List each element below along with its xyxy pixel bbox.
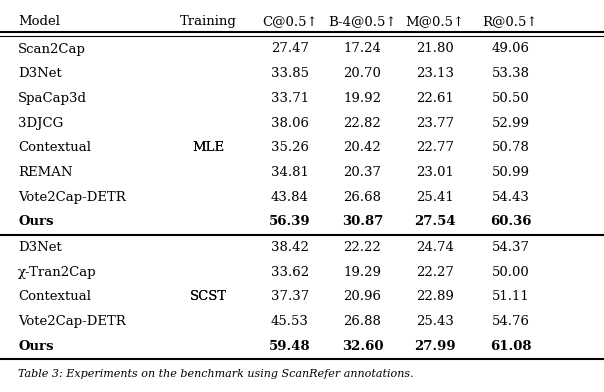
Text: 50.50: 50.50 bbox=[492, 92, 529, 105]
Text: 59.48: 59.48 bbox=[269, 340, 310, 353]
Text: 53.38: 53.38 bbox=[492, 67, 529, 80]
Text: 22.27: 22.27 bbox=[416, 266, 454, 279]
Text: 20.42: 20.42 bbox=[344, 141, 381, 154]
Text: 49.06: 49.06 bbox=[492, 42, 529, 56]
Text: 33.85: 33.85 bbox=[271, 67, 309, 80]
Text: 3DJCG: 3DJCG bbox=[18, 116, 63, 130]
Text: Contextual: Contextual bbox=[18, 290, 91, 303]
Text: 22.77: 22.77 bbox=[416, 141, 454, 154]
Text: Model: Model bbox=[18, 15, 60, 28]
Text: 54.76: 54.76 bbox=[492, 315, 529, 328]
Text: Vote2Cap-DETR: Vote2Cap-DETR bbox=[18, 315, 126, 328]
Text: SpaCap3d: SpaCap3d bbox=[18, 92, 87, 105]
Text: 27.54: 27.54 bbox=[414, 215, 455, 229]
Text: Ours: Ours bbox=[18, 340, 54, 353]
Text: 24.74: 24.74 bbox=[416, 241, 454, 254]
Text: 61.08: 61.08 bbox=[490, 340, 531, 353]
Text: 22.89: 22.89 bbox=[416, 290, 454, 303]
Text: REMAN: REMAN bbox=[18, 166, 72, 179]
Text: 34.81: 34.81 bbox=[271, 166, 309, 179]
Text: 23.77: 23.77 bbox=[416, 116, 454, 130]
Text: Vote2Cap-DETR: Vote2Cap-DETR bbox=[18, 191, 126, 204]
Text: 22.82: 22.82 bbox=[344, 116, 381, 130]
Text: 22.61: 22.61 bbox=[416, 92, 454, 105]
Text: 20.70: 20.70 bbox=[344, 67, 381, 80]
Text: R@0.5↑: R@0.5↑ bbox=[483, 15, 538, 28]
Text: 50.78: 50.78 bbox=[492, 141, 529, 154]
Text: D3Net: D3Net bbox=[18, 67, 62, 80]
Text: 25.41: 25.41 bbox=[416, 191, 454, 204]
Text: 54.43: 54.43 bbox=[492, 191, 529, 204]
Text: 52.99: 52.99 bbox=[492, 116, 529, 130]
Text: B-4@0.5↑: B-4@0.5↑ bbox=[328, 15, 397, 28]
Text: 38.06: 38.06 bbox=[271, 116, 309, 130]
Text: 33.62: 33.62 bbox=[271, 266, 309, 279]
Text: 20.37: 20.37 bbox=[344, 166, 381, 179]
Text: Ours: Ours bbox=[18, 215, 54, 229]
Text: 26.68: 26.68 bbox=[344, 191, 381, 204]
Text: 56.39: 56.39 bbox=[269, 215, 310, 229]
Text: 37.37: 37.37 bbox=[271, 290, 309, 303]
Text: 20.96: 20.96 bbox=[344, 290, 381, 303]
Text: MLE: MLE bbox=[192, 141, 225, 154]
Text: 27.99: 27.99 bbox=[414, 340, 455, 353]
Text: MLE: MLE bbox=[192, 141, 225, 154]
Text: 19.92: 19.92 bbox=[344, 92, 381, 105]
Text: 23.01: 23.01 bbox=[416, 166, 454, 179]
Text: 21.80: 21.80 bbox=[416, 42, 454, 56]
Text: 26.88: 26.88 bbox=[344, 315, 381, 328]
Text: SCST: SCST bbox=[190, 290, 227, 303]
Text: 50.00: 50.00 bbox=[492, 266, 529, 279]
Text: 60.36: 60.36 bbox=[490, 215, 531, 229]
Text: Table 3: Experiments on the benchmark using ScanRefer annotations.: Table 3: Experiments on the benchmark us… bbox=[18, 369, 414, 379]
Text: 54.37: 54.37 bbox=[492, 241, 529, 254]
Text: Contextual: Contextual bbox=[18, 141, 91, 154]
Text: M@0.5↑: M@0.5↑ bbox=[405, 15, 464, 28]
Text: C@0.5↑: C@0.5↑ bbox=[262, 15, 318, 28]
Text: 35.26: 35.26 bbox=[271, 141, 309, 154]
Text: 22.22: 22.22 bbox=[344, 241, 381, 254]
Text: 51.11: 51.11 bbox=[492, 290, 529, 303]
Text: D3Net: D3Net bbox=[18, 241, 62, 254]
Text: 38.42: 38.42 bbox=[271, 241, 309, 254]
Text: 32.60: 32.60 bbox=[342, 340, 383, 353]
Text: 45.53: 45.53 bbox=[271, 315, 309, 328]
Text: 27.47: 27.47 bbox=[271, 42, 309, 56]
Text: χ-Tran2Cap: χ-Tran2Cap bbox=[18, 266, 97, 279]
Text: 25.43: 25.43 bbox=[416, 315, 454, 328]
Text: Scan2Cap: Scan2Cap bbox=[18, 42, 86, 56]
Text: 23.13: 23.13 bbox=[416, 67, 454, 80]
Text: 19.29: 19.29 bbox=[344, 266, 381, 279]
Text: 30.87: 30.87 bbox=[342, 215, 383, 229]
Text: SCST: SCST bbox=[190, 290, 227, 303]
Text: 17.24: 17.24 bbox=[344, 42, 381, 56]
Text: Training: Training bbox=[180, 15, 237, 28]
Text: 33.71: 33.71 bbox=[271, 92, 309, 105]
Text: 43.84: 43.84 bbox=[271, 191, 309, 204]
Text: 50.99: 50.99 bbox=[492, 166, 529, 179]
